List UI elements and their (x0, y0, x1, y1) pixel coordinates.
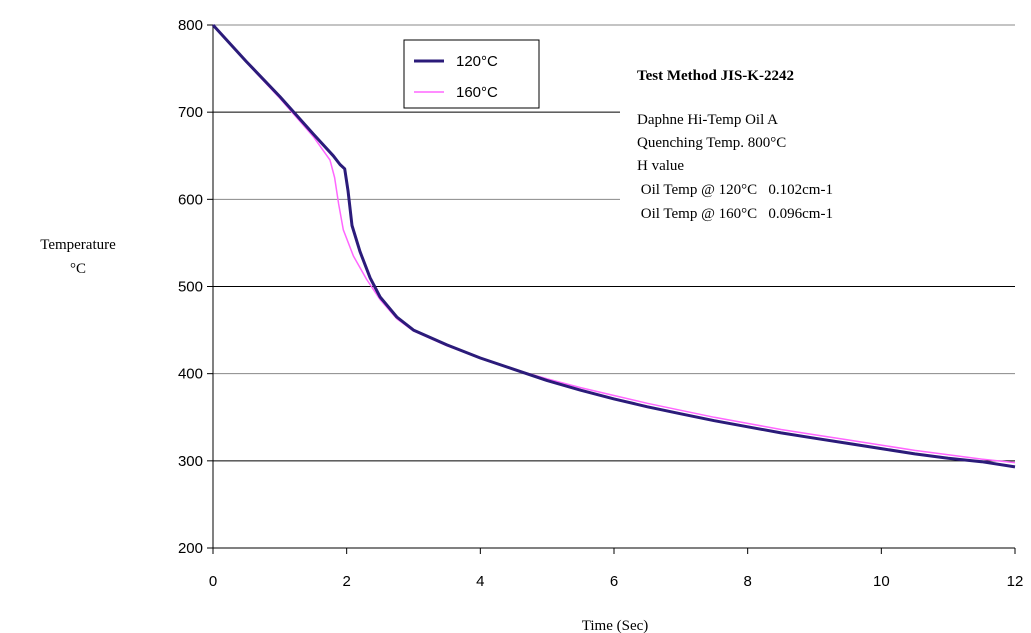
annotation-line-120: Oil Temp @ 120°C 0.102cm-1 (637, 182, 833, 198)
annotation-line-160: Oil Temp @ 160°C 0.096cm-1 (637, 206, 833, 222)
annotation-title: Test Method JIS-K-2242 (637, 68, 794, 84)
y-tick-label-700: 700 (178, 104, 203, 121)
annotation-line-product: Daphne Hi-Temp Oil A (637, 112, 778, 128)
legend-label-160: 160°C (456, 84, 498, 101)
annotation-line-h-value: H value (637, 158, 684, 174)
y-tick-label-300: 300 (178, 453, 203, 470)
legend-label-120: 120°C (456, 53, 498, 70)
gridlines (213, 24, 1015, 462)
series-lines (211, 23, 1016, 469)
y-axis-title-line-1: Temperature (40, 237, 116, 253)
x-tick-label-10: 10 (873, 573, 890, 590)
x-tick-label-12: 12 (1007, 573, 1024, 590)
tick-labels: 200 300 400 500 600 700 800 0 2 4 6 8 10 12 (178, 17, 1023, 590)
annotation-box (620, 52, 1015, 252)
y-tick-label-600: 600 (178, 191, 203, 208)
y-tick-label-500: 500 (178, 279, 203, 296)
y-tick-label-200: 200 (178, 540, 203, 557)
legend: 120°C 160°C (403, 39, 540, 109)
series-line-0 (211, 23, 1016, 469)
y-tick-label-800: 800 (178, 17, 203, 34)
y-axis-title-line-2: °C (70, 261, 86, 277)
test-method-annotation: Test Method JIS-K-2242 Daphne Hi-Temp Oi… (620, 52, 1015, 252)
x-tick-label-6: 6 (610, 573, 618, 590)
x-tick-label-4: 4 (476, 573, 484, 590)
axes (207, 24, 1016, 554)
x-tick-label-0: 0 (209, 573, 217, 590)
annotation-line-quenching: Quenching Temp. 800°C (637, 135, 786, 151)
x-tick-label-2: 2 (342, 573, 350, 590)
x-tick-label-8: 8 (743, 573, 751, 590)
x-axis-title: Time (Sec) (582, 618, 649, 633)
legend-box (403, 39, 540, 109)
y-tick-label-400: 400 (178, 366, 203, 383)
